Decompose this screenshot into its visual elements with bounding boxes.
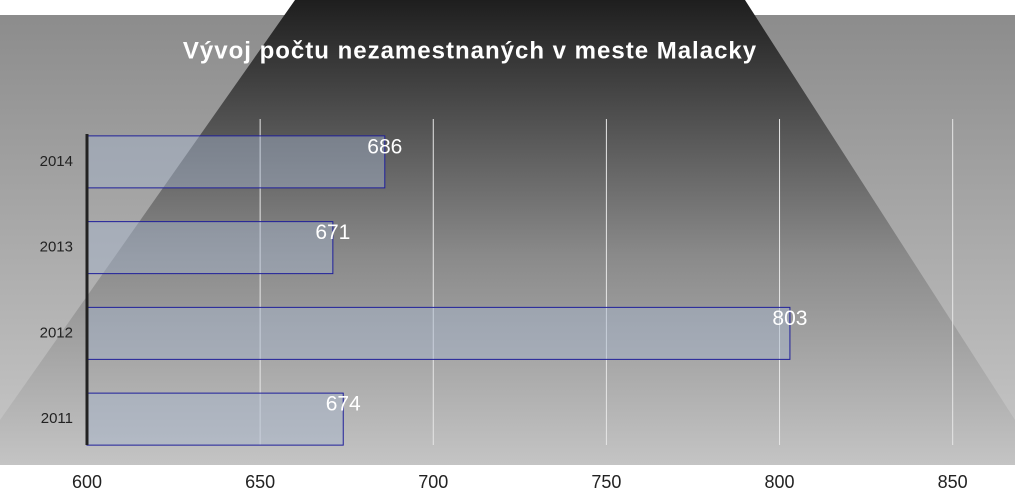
value-label: 674	[326, 393, 361, 416]
x-tick-label: 600	[72, 472, 102, 492]
y-tick-label: 2012	[40, 324, 73, 341]
bar	[86, 221, 334, 275]
value-label: 803	[772, 307, 807, 330]
y-tick-label: 2014	[40, 153, 73, 170]
x-tick-label: 850	[938, 472, 968, 492]
y-tick-label: 2013	[40, 239, 73, 256]
value-label: 671	[315, 221, 350, 244]
bar	[86, 392, 344, 446]
x-tick-label: 650	[245, 472, 275, 492]
x-tick-label: 750	[591, 472, 621, 492]
y-tick-label: 2011	[41, 410, 73, 427]
chart-title: Vývoj počtu nezamestnaných v meste Malac…	[183, 37, 757, 64]
value-label: 686	[367, 135, 402, 158]
bar	[86, 306, 791, 360]
x-tick-label: 800	[765, 472, 795, 492]
background-center	[0, 0, 1015, 465]
bar	[86, 135, 386, 189]
x-tick-label: 700	[418, 472, 448, 492]
